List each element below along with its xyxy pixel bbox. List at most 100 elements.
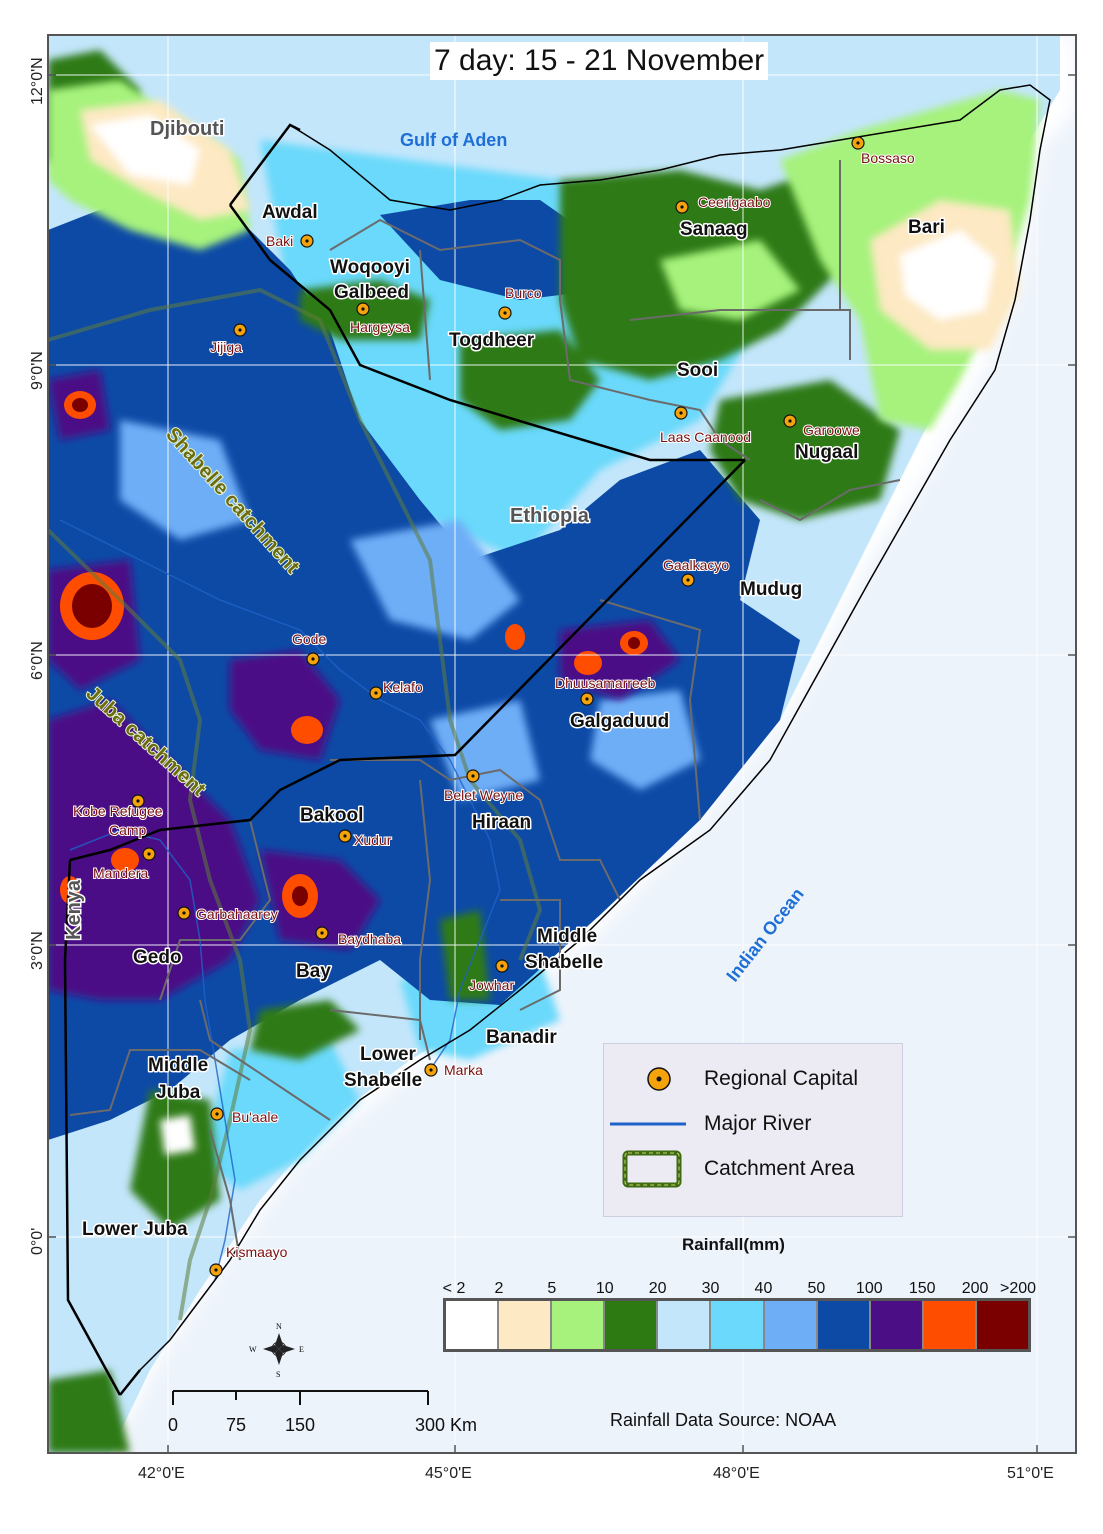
- capital-marker: [424, 1063, 438, 1077]
- capital-marker: [681, 573, 695, 587]
- capital-marker: [300, 234, 314, 248]
- city-marka: Marka: [444, 1062, 483, 1078]
- scale-tick-label: 300 Km: [414, 1415, 478, 1435]
- lat-label: 12°0'N: [29, 57, 46, 105]
- major-river-icon: [610, 1122, 686, 1126]
- rainfall-class-swatch: [817, 1301, 871, 1349]
- region-bay: Bay: [296, 961, 331, 982]
- region-awdal: Awdal: [262, 202, 318, 223]
- rainfall-legend-title: Rainfall(mm): [682, 1235, 785, 1254]
- north-arrow-icon: N S E W: [249, 1322, 304, 1379]
- graticule: [48, 35, 1076, 1453]
- capital-marker: [209, 1263, 223, 1277]
- region-hiraan: Hiraan: [472, 812, 531, 833]
- capital-marker: [177, 906, 191, 920]
- scale-tick-label: 0: [167, 1415, 179, 1435]
- rainfall-class-swatch: [658, 1301, 712, 1349]
- city-kobe-refugee: Kobe Refugee: [73, 803, 163, 819]
- capital-marker: [783, 414, 797, 428]
- lon-label: 45°0'E: [425, 1465, 472, 1482]
- region-gedo: Gedo: [133, 947, 182, 968]
- city-garbahaarey: Garbahaarey: [196, 906, 278, 922]
- rainfall-tick: < 2: [442, 1280, 466, 1297]
- rainfall-tick: 50: [807, 1280, 826, 1297]
- city-xudur: Xudur: [354, 832, 392, 848]
- legend-label-capital: Regional Capital: [704, 1067, 859, 1090]
- rainfall-tick: >200: [999, 1280, 1037, 1297]
- rainfall-tick: 10: [595, 1280, 614, 1297]
- city-bossaso: Bossaso: [861, 150, 915, 166]
- capital-marker: [338, 829, 352, 843]
- rainfall-class-swatch: [711, 1301, 765, 1349]
- region-togdheer: Togdheer: [449, 330, 535, 351]
- scale-tick-label: 75: [225, 1415, 247, 1435]
- map-title: 7 day: 15 - 21 November: [430, 42, 769, 80]
- rainfall-class-swatch: [499, 1301, 553, 1349]
- city-mandera: Mandera: [93, 865, 148, 881]
- region-bari: Bari: [908, 217, 945, 238]
- region-labels: Awdal Woqooyi Galbeed Togdheer Sanaag Ba…: [81, 201, 947, 1242]
- region-galgaduud: Galgaduud: [570, 711, 669, 732]
- country-kenya: Kenya: [63, 879, 85, 940]
- catchment-area-icon: [622, 1150, 682, 1188]
- region-sanaag: Sanaag: [680, 219, 748, 240]
- rainfall-class-swatch: [552, 1301, 606, 1349]
- rainfall-class-swatch: [923, 1301, 977, 1349]
- lon-label: 51°0'E: [1007, 1465, 1054, 1482]
- country-ethiopia: Ethiopia: [510, 505, 590, 527]
- rainfall-class-swatch: [976, 1301, 1029, 1349]
- region-middle-shabelle: Shabelle: [525, 952, 603, 973]
- region-bakool: Bakool: [300, 805, 363, 826]
- capital-marker: [131, 794, 145, 808]
- rainfall-class-swatch: [605, 1301, 659, 1349]
- city-gode: Gode: [292, 631, 326, 647]
- gulf-of-aden-label: Gulf of Aden: [400, 130, 507, 150]
- city-jijiga: Jijiga: [210, 339, 242, 355]
- capital-marker: [210, 1107, 224, 1121]
- region-lower-juba: Lower Juba: [82, 1219, 188, 1240]
- rainfall-class-swatch: [446, 1301, 500, 1349]
- region-sooi: Sooi: [677, 360, 718, 381]
- legend-label-river: Major River: [704, 1112, 812, 1135]
- capital-marker: [356, 302, 370, 316]
- region-middle-juba: Middle: [148, 1055, 208, 1076]
- city-labels: Bossaso Ceerigaabo Baki Burco Hargeysa J…: [72, 149, 916, 1261]
- rainfall-tick: 150: [908, 1280, 936, 1297]
- rainfall-class-swatch: [870, 1301, 924, 1349]
- capital-marker: [495, 959, 509, 973]
- city-ceerigaabo: Ceerigaabo: [698, 194, 771, 210]
- capital-marker: [851, 136, 865, 150]
- rainfall-tick: 5: [547, 1280, 557, 1297]
- city-dhuusamarreeb: Dhuusamarreeb: [555, 675, 656, 691]
- capital-marker: [306, 652, 320, 666]
- country-djibouti: Djibouti: [150, 118, 224, 140]
- capital-marker: [674, 406, 688, 420]
- legend-item-catchment: Catchment Area: [604, 1149, 902, 1189]
- city-kismaayo: Kismaayo: [226, 1244, 288, 1260]
- rainfall-color-scale: [443, 1298, 1031, 1352]
- city-baydhaba: Baydhaba: [338, 931, 401, 947]
- city-hargeysa: Hargeysa: [350, 319, 410, 335]
- svg-text:W: W: [249, 1345, 257, 1354]
- region-middle-shabelle: Middle: [537, 926, 597, 947]
- city-burco: Burco: [505, 285, 542, 301]
- legend-label-catchment: Catchment Area: [704, 1157, 855, 1180]
- region-woqooyi: Woqooyi: [330, 257, 410, 278]
- city-laas-caanood: Laas Caanood: [660, 429, 751, 445]
- lon-label: 48°0'E: [713, 1465, 760, 1482]
- lat-label: 3°0'N: [29, 931, 46, 970]
- lat-label: 9°0'N: [29, 351, 46, 390]
- city-baki: Baki: [266, 233, 293, 249]
- city-gaalkacyo: Gaalkacyo: [663, 557, 729, 573]
- rainfall-tick: 200: [961, 1280, 989, 1297]
- capital-marker: [315, 926, 329, 940]
- rainfall-tick: 30: [701, 1280, 720, 1297]
- capital-marker: [369, 686, 383, 700]
- rainfall-tick: 2: [494, 1280, 504, 1297]
- scale-tick-label: 150: [284, 1415, 316, 1435]
- region-mudug: Mudug: [740, 579, 802, 600]
- city-buaale: Bu'aale: [232, 1109, 278, 1125]
- region-nugaal: Nugaal: [795, 442, 858, 463]
- axis-labels: 12°0'N 9°0'N 6°0'N 3°0'N 0°0' 42°0'E 45°…: [29, 57, 1054, 1482]
